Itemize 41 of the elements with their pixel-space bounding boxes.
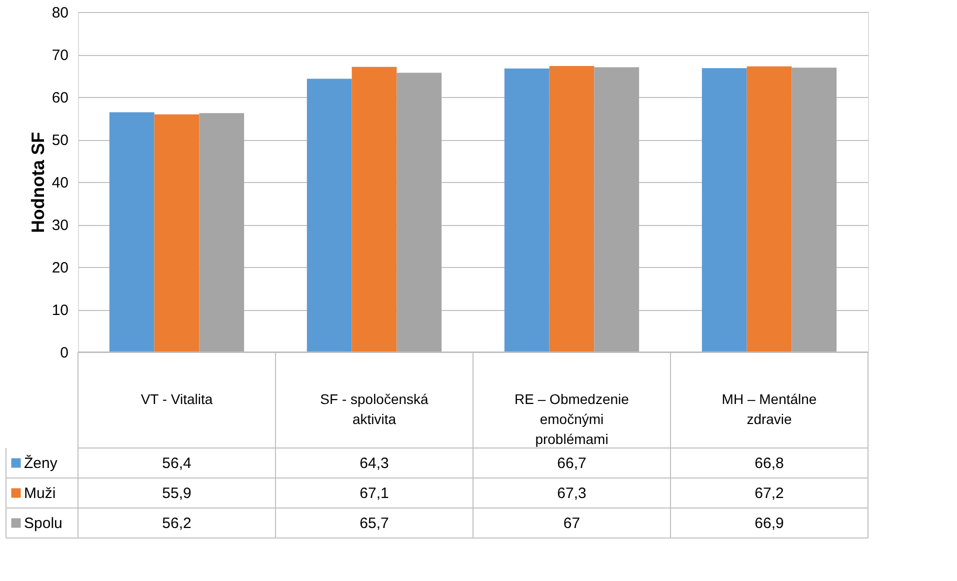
x-tick-label: SF - spoločenská aktivita: [320, 391, 429, 427]
bar: [702, 68, 747, 352]
legend-label: Muži: [24, 485, 56, 502]
data-label: 67,1: [360, 485, 389, 502]
data-label: 64,3: [360, 455, 389, 472]
data-label: 67,2: [754, 485, 784, 502]
data-label: 65,7: [360, 515, 389, 532]
y-tick-label: 20: [52, 260, 68, 276]
bar: [306, 78, 352, 352]
y-tick-label: 70: [52, 47, 68, 64]
bar: [154, 114, 200, 352]
bar: [396, 72, 442, 352]
x-tick-label: RE – Obmedzenie emočnými problémami: [514, 391, 630, 447]
bar: [504, 68, 550, 352]
data-label: 67,3: [557, 485, 586, 502]
bar: [594, 67, 640, 352]
legend-label: Spolu: [24, 515, 62, 532]
x-tick-label: MH – Mentálne zdravie: [722, 391, 817, 427]
y-tick-label: 0: [60, 344, 68, 362]
y-tick-label: 60: [52, 90, 68, 106]
bar: [352, 66, 397, 352]
y-tick-label: 30: [52, 217, 68, 234]
legend-label: Ženy: [24, 454, 58, 472]
data-label: 56,4: [162, 455, 192, 472]
data-label: 66,8: [754, 455, 784, 472]
y-tick-label: 80: [52, 4, 68, 22]
x-tick-label: VT - Vitalita: [140, 391, 213, 407]
bar: [109, 112, 154, 352]
bar: [199, 113, 244, 352]
data-label: 66,7: [557, 455, 586, 472]
data-label: 67: [563, 515, 580, 532]
y-tick-label: 10: [52, 302, 68, 319]
y-tick-label: 40: [52, 174, 68, 192]
data-label: 66,9: [754, 515, 784, 532]
y-axis-title: Hodnota SF: [28, 132, 48, 233]
bar: [746, 66, 792, 352]
data-label: 56,2: [162, 515, 192, 532]
data-label: 55,9: [162, 485, 192, 502]
bar: [549, 66, 594, 352]
y-tick-label: 50: [52, 132, 68, 149]
bar: [792, 68, 837, 352]
